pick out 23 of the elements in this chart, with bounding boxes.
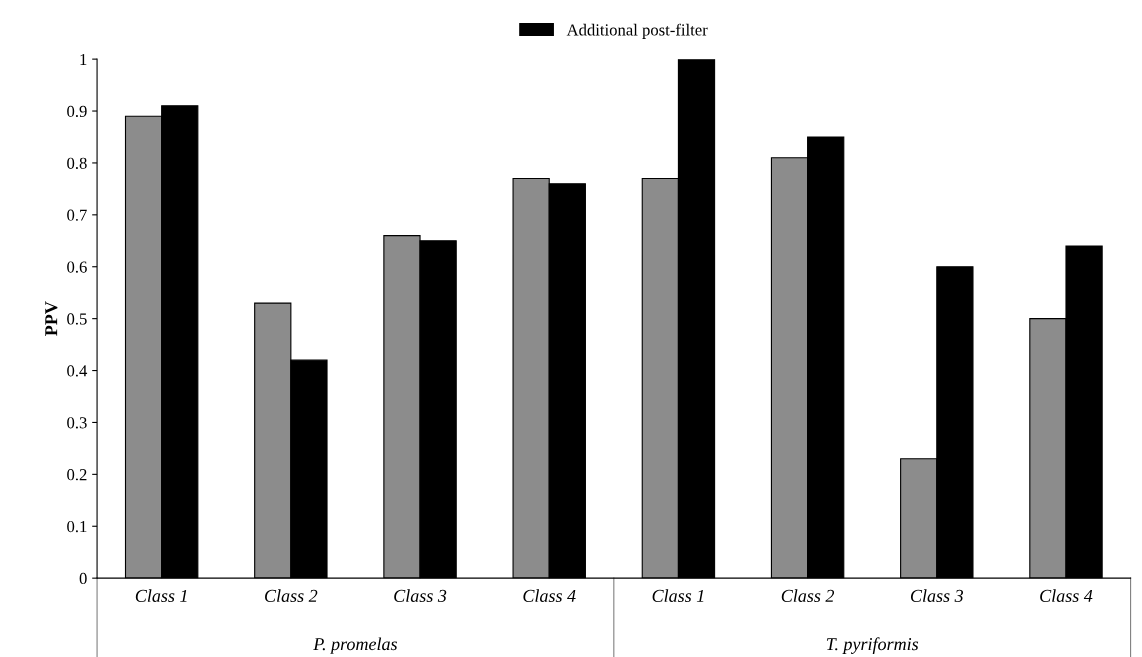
x-tick-label: Class 1 <box>135 589 187 602</box>
y-tick-label: 0.3 <box>67 417 87 429</box>
legend-label: Additional post-filter <box>566 23 708 39</box>
x-tick-label: Class 2 <box>265 589 318 602</box>
y-tick-label: 0 <box>79 572 87 585</box>
y-tick-label: 0.6 <box>67 261 87 273</box>
y-axis-title: PPV <box>45 301 58 336</box>
text: P. promelas <box>313 637 398 654</box>
x-tick-label: Class 2 <box>781 589 835 602</box>
y-tick-label: 0.9 <box>67 105 87 118</box>
y-tick-label: 0.5 <box>67 313 87 325</box>
x-tick-label: Class 1 <box>652 589 704 602</box>
y-tick-label: 1 <box>80 53 87 65</box>
x-tick-label: Class 3 <box>394 589 447 602</box>
y-tick-label: 0.4 <box>67 365 88 377</box>
x-tick-label: Class 4 <box>523 589 576 602</box>
text: T. pyriformis <box>826 637 919 654</box>
x-tick-label: Class 3 <box>910 589 964 602</box>
y-tick-label: 0.2 <box>67 469 87 481</box>
y-tick-label: 0.7 <box>67 209 87 221</box>
y-tick-label: 0.1 <box>67 520 87 533</box>
x-tick-label: Class 4 <box>1040 589 1093 602</box>
y-tick-label: 0.8 <box>67 157 87 169</box>
